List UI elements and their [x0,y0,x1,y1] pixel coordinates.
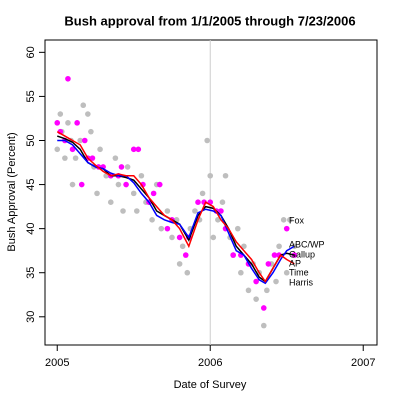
data-point [77,137,83,144]
y-tick-label: 60 [25,46,37,58]
y-tick-label: 55 [25,90,37,102]
data-point [150,190,157,197]
annotation: ABC/WP [289,239,325,249]
data-point [135,146,142,153]
data-point [195,199,201,205]
data-point [164,225,171,232]
data-point [130,190,137,197]
x-tick-label: 2006 [198,357,222,369]
data-point [238,269,244,276]
annotation: Harris [289,277,313,287]
data-point [199,190,206,197]
y-tick-label: 50 [25,134,37,146]
data-point [69,181,76,188]
data-point [222,172,229,179]
annotation: AP [289,258,301,268]
y-axis-label: Bush Approval (Percent) [6,132,18,251]
data-point [69,146,76,153]
data-point [123,181,129,188]
data-point [138,172,145,179]
chart-title: Bush approval from 1/1/2005 through 7/23… [64,13,355,28]
data-point [81,137,88,144]
data-point [184,269,191,276]
data-point [218,208,224,214]
data-point [72,155,79,161]
data-point [253,278,259,285]
trend-line [56,131,295,283]
data-point [207,172,214,179]
data-point [164,208,171,214]
data-point [118,164,125,170]
data-point [65,120,71,126]
data-point [89,155,96,161]
data-point [115,181,122,188]
plot-frame [44,39,378,346]
data-point [234,225,241,232]
data-point [158,225,165,232]
y-tick-label: 35 [25,267,37,279]
data-point [264,287,270,294]
data-point [88,128,94,135]
data-point [62,155,68,161]
data-point [204,137,210,144]
annotation: Fox [289,215,305,225]
data-point [219,199,226,205]
data-point [283,269,290,276]
y-tick-label: 45 [25,178,37,190]
data-point [182,252,189,258]
data-point [124,164,131,170]
data-point [245,287,252,294]
data-point [265,261,272,267]
data-point [280,217,287,223]
data-point [276,243,282,250]
data-point [94,190,100,197]
data-point [80,102,87,109]
data-point [230,252,236,258]
data-point [253,296,259,302]
data-point [156,181,163,188]
y-tick-label: 40 [25,223,37,235]
data-point [176,234,183,241]
data-point [65,75,71,82]
data-point [74,120,80,126]
data-point [169,234,175,241]
data-point [271,252,278,258]
data-point [130,146,137,153]
data-point [78,181,85,188]
data-point [179,243,186,250]
data-point [176,261,183,267]
data-point [54,120,61,126]
annotation: Gallup [289,249,315,259]
x-tick-label: 2007 [351,357,375,369]
data-point [85,111,91,117]
x-axis-label: Date of Survey [174,379,247,391]
data-point [149,217,155,223]
annotation: Time [289,267,309,277]
data-point [133,208,140,214]
data-point [260,322,267,329]
data-point [57,111,64,117]
data-point [107,199,114,205]
x-tick-label: 2005 [45,357,69,369]
data-point [97,146,103,153]
data-point [54,146,61,153]
data-point [286,217,293,223]
y-tick-label: 30 [25,311,37,323]
data-point [241,243,247,250]
data-point [112,155,119,161]
data-point [192,208,198,214]
data-point [291,252,298,258]
data-point [120,208,126,214]
data-point [260,305,267,311]
data-point [283,225,290,232]
data-point [273,278,279,285]
data-point [210,234,217,241]
